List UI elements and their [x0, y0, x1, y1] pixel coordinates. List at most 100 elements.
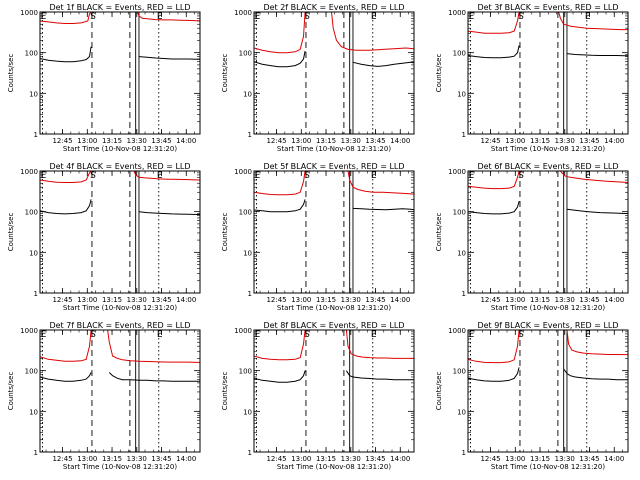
- marker-label: E: [371, 12, 377, 22]
- x-tick-label: 12:45: [480, 137, 500, 145]
- x-tick-label: 12:45: [266, 296, 286, 304]
- x-tick-label: 13:30: [341, 455, 361, 463]
- y-tick-label: 100: [25, 50, 38, 58]
- y-tick-label: 1: [34, 449, 38, 457]
- y-tick-label: 1: [462, 290, 466, 298]
- x-tick-label: 13:15: [102, 296, 122, 304]
- x-tick-label: 12:45: [52, 296, 72, 304]
- marker-label: S: [304, 171, 310, 181]
- y-axis-label: Counts/sec: [221, 54, 229, 93]
- plot-frame: [467, 170, 629, 294]
- x-tick-label: 13:15: [530, 296, 550, 304]
- x-tick-label: 13:15: [530, 455, 550, 463]
- x-tick-label: 13:00: [505, 455, 525, 463]
- x-tick-label: 13:45: [579, 455, 599, 463]
- y-tick-label: 1: [34, 131, 38, 139]
- panel-title: Det 4f BLACK = Events, RED = LLD: [49, 162, 190, 171]
- y-tick-label: 1000: [448, 168, 466, 176]
- x-tick-label: 12:45: [52, 455, 72, 463]
- panel-det-7: Det 7f BLACK = Events, RED = LLD Counts/s…: [7, 321, 201, 471]
- y-axis-label: Counts/sec: [435, 54, 443, 93]
- y-tick-label: 1000: [234, 327, 252, 335]
- y-tick-label: 1: [34, 290, 38, 298]
- panel-title: Det 1f BLACK = Events, RED = LLD: [49, 3, 190, 12]
- y-tick-label: 1000: [234, 9, 252, 17]
- series-line-lld: [347, 171, 414, 195]
- x-tick-label: 13:30: [555, 137, 575, 145]
- x-tick-label: 13:45: [579, 296, 599, 304]
- marker-label: E: [469, 171, 475, 181]
- series-line-events: [254, 199, 306, 213]
- series-group: [254, 171, 414, 213]
- y-axis-label: Counts/sec: [7, 54, 15, 93]
- x-tick-label: 13:00: [505, 137, 525, 145]
- series-group: [468, 171, 628, 215]
- series-group: [40, 171, 200, 215]
- series-line-lld: [468, 12, 520, 34]
- marker-label: S: [304, 12, 310, 22]
- y-tick-label: 100: [239, 368, 252, 376]
- series-line-lld: [133, 171, 200, 181]
- series-line-lld: [136, 12, 200, 22]
- marker-label: E: [585, 330, 591, 340]
- marker-label: E: [255, 12, 261, 22]
- x-tick-label: 13:00: [291, 296, 311, 304]
- panel-title: Det 7f BLACK = Events, RED = LLD: [49, 321, 190, 330]
- panel-det-2: Det 2f BLACK = Events, RED = LLD Counts/s…: [221, 3, 415, 153]
- x-tick-label: 13:00: [291, 455, 311, 463]
- plot-frame: [253, 11, 415, 135]
- series-line-lld: [254, 171, 306, 196]
- y-axis-label: Counts/sec: [435, 372, 443, 411]
- x-tick-label: 13:30: [127, 137, 147, 145]
- panel-title: Det 6f BLACK = Events, RED = LLD: [477, 162, 618, 171]
- x-tick-label: 14:00: [176, 137, 196, 145]
- x-tick-label: 13:45: [365, 296, 385, 304]
- marker-label: S: [518, 330, 524, 340]
- x-tick-label: 13:00: [291, 137, 311, 145]
- x-tick-label: 12:45: [266, 455, 286, 463]
- series-line-events: [468, 367, 520, 382]
- x-tick-label: 13:15: [102, 137, 122, 145]
- marker-label: E: [371, 330, 377, 340]
- x-tick-label: 13:15: [102, 455, 122, 463]
- panel-title: Det 3f BLACK = Events, RED = LLD: [477, 3, 618, 12]
- y-tick-label: 10: [243, 249, 252, 257]
- series-line-lld: [331, 12, 414, 51]
- series-line-lld: [560, 171, 628, 183]
- panel-det-8: Det 8f BLACK = Events, RED = LLD Counts/s…: [221, 321, 415, 471]
- x-axis-label: Start Time (10-Nov-08 12:31:20): [491, 145, 605, 153]
- panel-det-9: Det 9f BLACK = Events, RED = LLD Counts/s…: [435, 321, 629, 471]
- series-line-events: [352, 207, 414, 211]
- series-line-events: [40, 46, 92, 63]
- series-line-lld: [345, 330, 414, 359]
- series-line-events: [138, 56, 200, 60]
- x-tick-label: 13:45: [365, 455, 385, 463]
- x-tick-label: 14:00: [176, 296, 196, 304]
- marker-label: E: [41, 171, 47, 181]
- x-tick-label: 13:00: [77, 296, 97, 304]
- y-tick-label: 100: [453, 50, 466, 58]
- x-axis-label: Start Time (10-Nov-08 12:31:20): [63, 463, 177, 471]
- x-axis-label: Start Time (10-Nov-08 12:31:20): [277, 463, 391, 471]
- plot-frame: [39, 11, 201, 135]
- y-tick-label: 10: [29, 408, 38, 416]
- x-tick-label: 14:00: [604, 296, 624, 304]
- x-tick-label: 12:45: [480, 296, 500, 304]
- marker-label: E: [255, 171, 261, 181]
- panel-det-5: Det 5f BLACK = Events, RED = LLD Counts/s…: [221, 162, 415, 312]
- y-tick-label: 10: [243, 408, 252, 416]
- y-tick-label: 1000: [234, 168, 252, 176]
- x-tick-label: 14:00: [176, 455, 196, 463]
- x-tick-label: 13:00: [77, 137, 97, 145]
- x-axis-label: Start Time (10-Nov-08 12:31:20): [63, 304, 177, 312]
- x-tick-label: 12:45: [266, 137, 286, 145]
- marker-label: E: [157, 171, 163, 181]
- series-line-lld: [40, 171, 92, 183]
- marker-label: E: [469, 330, 475, 340]
- marker-label: S: [304, 330, 310, 340]
- x-tick-label: 14:00: [390, 137, 410, 145]
- y-tick-label: 10: [457, 90, 466, 98]
- series-group: [254, 330, 414, 383]
- x-axis-label: Start Time (10-Nov-08 12:31:20): [63, 145, 177, 153]
